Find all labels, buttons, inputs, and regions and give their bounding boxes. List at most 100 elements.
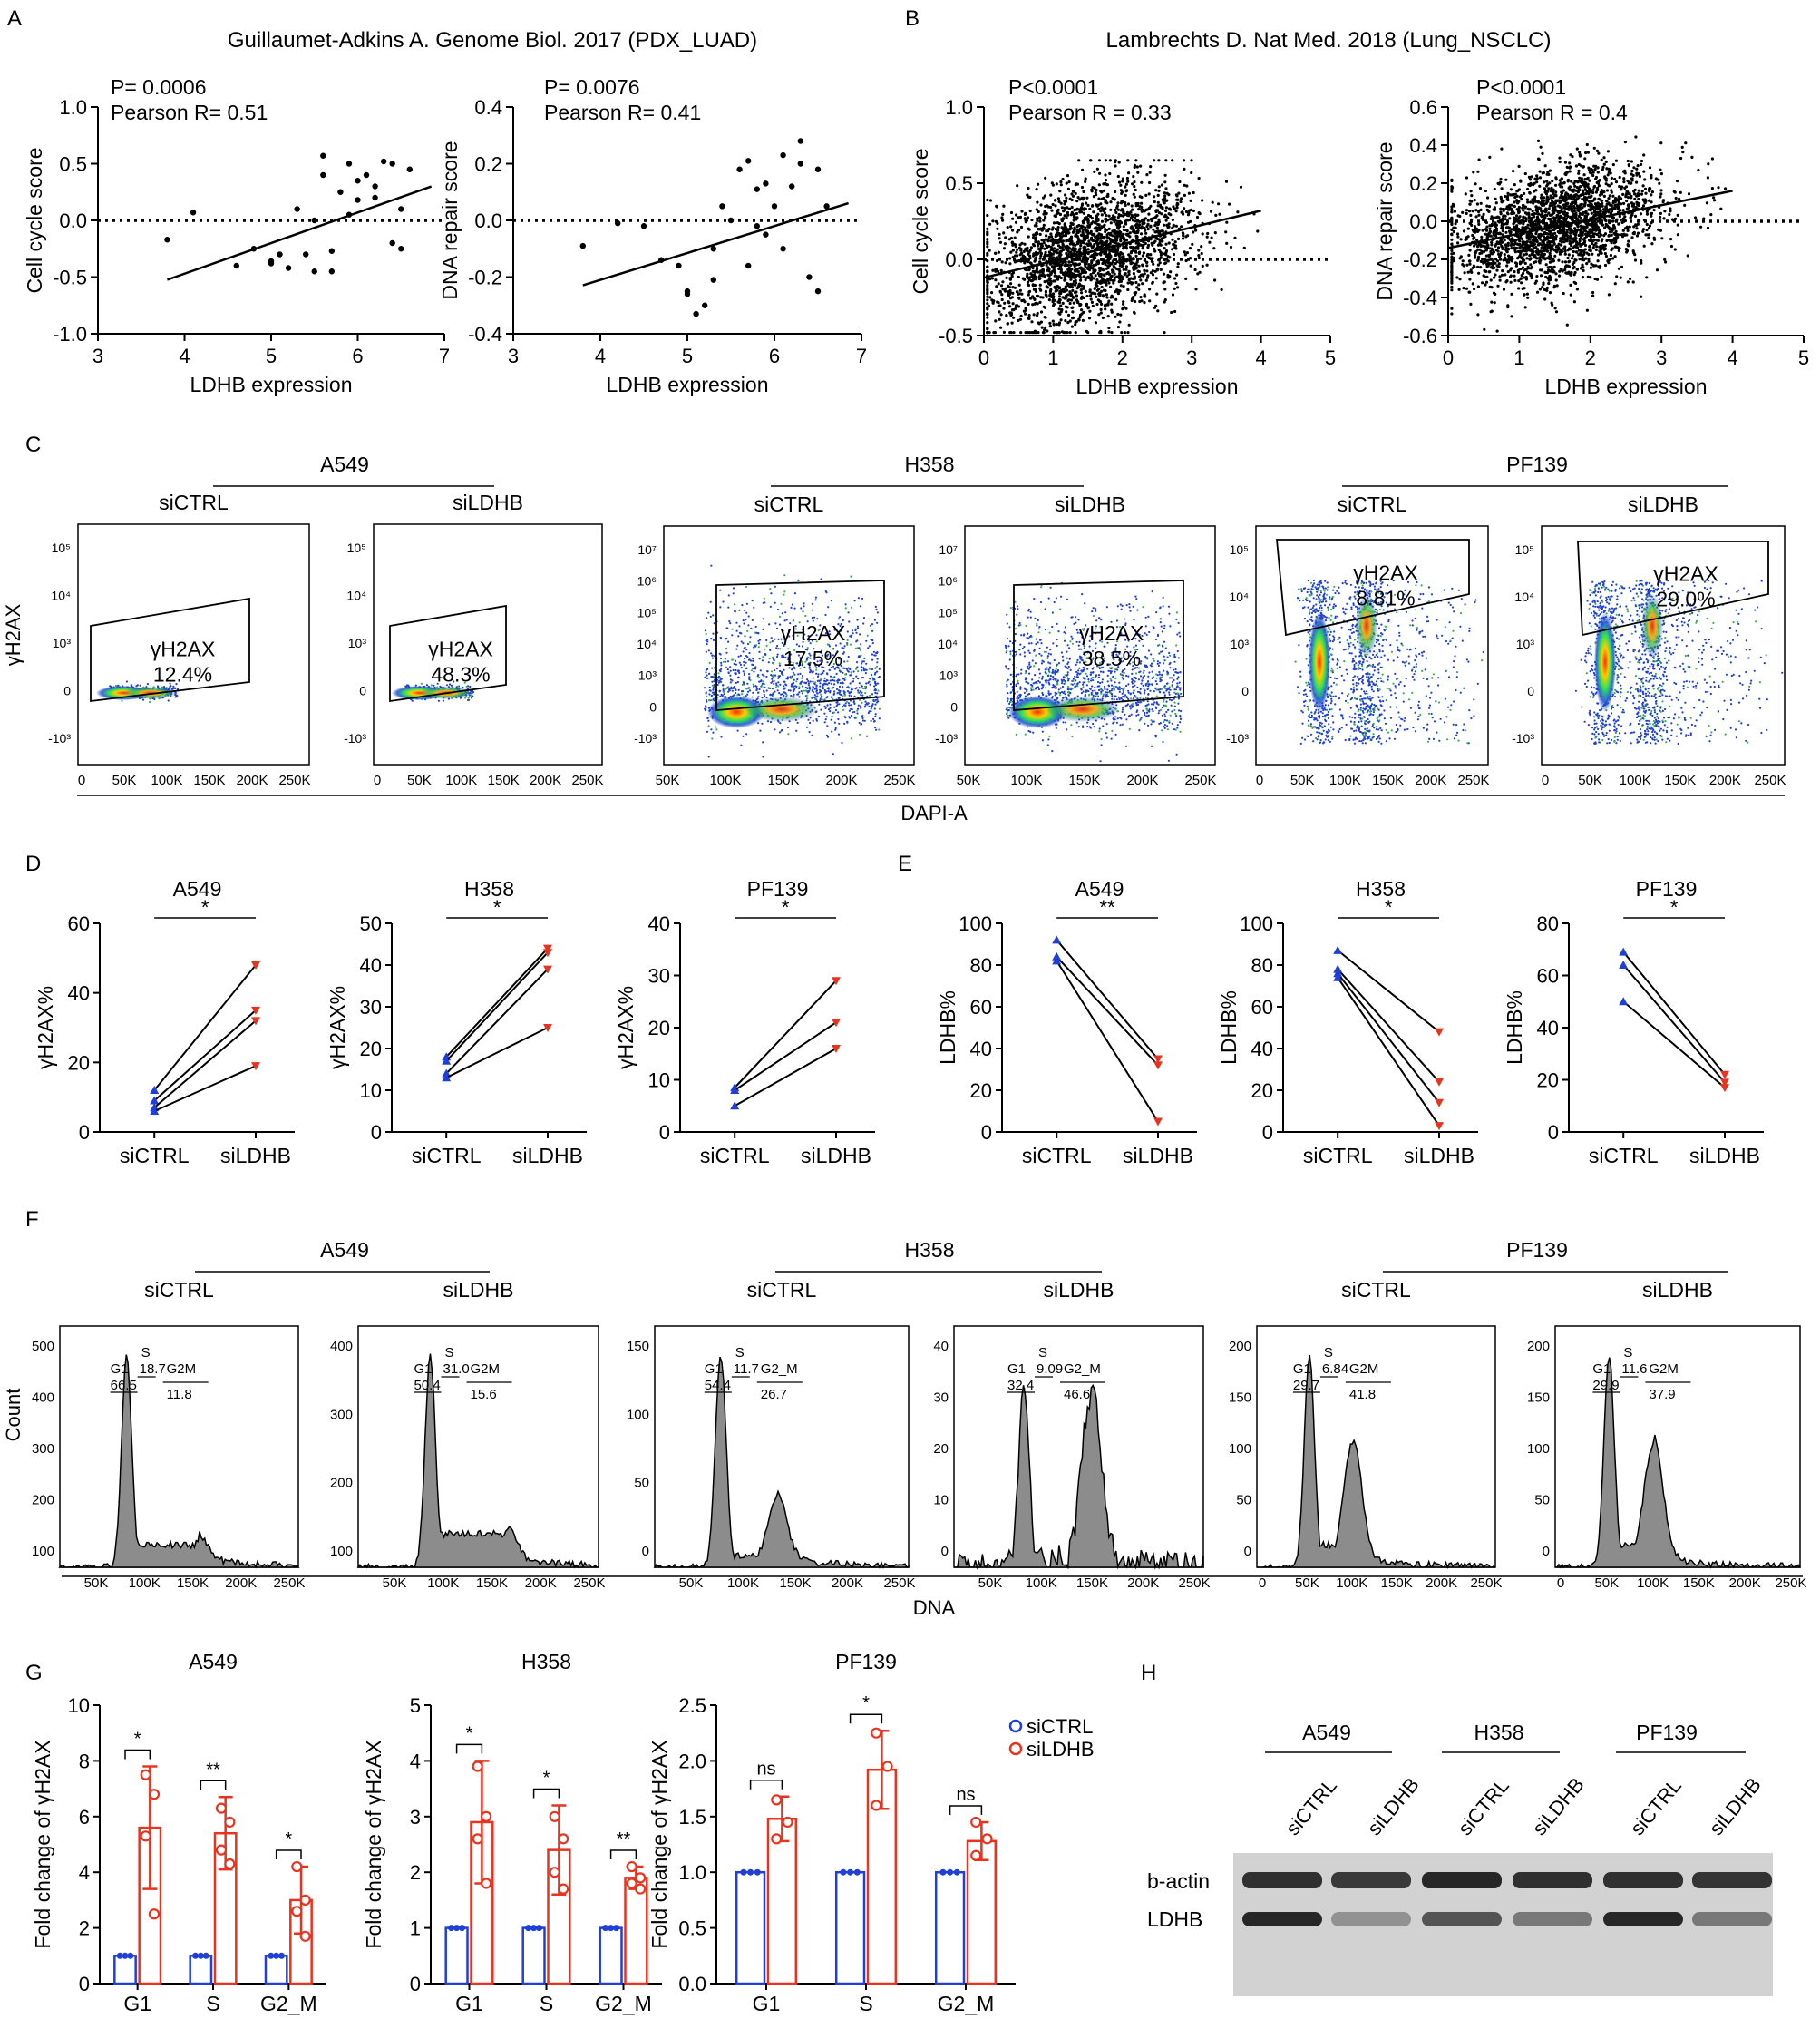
data-point [1159, 253, 1163, 257]
data-point [1710, 157, 1714, 161]
data-point [1011, 249, 1015, 252]
data-point [1095, 281, 1098, 286]
data-point [997, 304, 1000, 308]
y-tick-label: -0.2 [468, 267, 502, 289]
y-tick-label: 0.4 [474, 96, 502, 119]
data-point [1599, 206, 1602, 210]
data-point [1538, 176, 1543, 180]
data-point [1055, 275, 1058, 278]
data-point [1114, 267, 1118, 270]
data-point [1605, 189, 1610, 192]
data-point [1067, 260, 1071, 264]
data-point [1102, 273, 1105, 277]
data-point [1535, 177, 1539, 180]
data-point [1064, 193, 1067, 197]
data-point [1152, 262, 1155, 266]
data-point [1526, 200, 1530, 204]
data-point [1054, 289, 1057, 293]
data-point [1084, 264, 1087, 268]
data-point [1080, 291, 1084, 295]
data-point [1058, 251, 1062, 255]
panel-c: γH2AX A549 H358 PF139 siCTRL10⁵10⁴10³0-1… [2, 453, 1786, 824]
data-point [1124, 182, 1128, 186]
data-point [1493, 208, 1497, 211]
data-point [1609, 253, 1612, 258]
data-point [1513, 274, 1516, 278]
data-point [1482, 212, 1485, 216]
y-tick-label: 0.2 [1409, 172, 1437, 195]
data-point [1537, 243, 1541, 247]
data-point [1642, 153, 1646, 157]
data-point [1105, 183, 1109, 187]
data-point [1547, 281, 1551, 286]
data-point [1567, 186, 1571, 190]
data-point [1523, 240, 1526, 244]
data-point [1540, 193, 1543, 197]
data-point [1595, 149, 1599, 152]
data-point [1055, 239, 1058, 242]
data-point [1079, 297, 1084, 300]
data-point [1114, 276, 1117, 279]
data-point [1118, 269, 1122, 273]
data-point [1650, 214, 1653, 218]
data-point [1515, 246, 1519, 250]
data-point [988, 331, 991, 335]
data-point [1024, 331, 1027, 335]
data-point [1596, 210, 1600, 214]
data-point [1056, 256, 1059, 259]
data-point [1539, 274, 1543, 278]
data-point [1163, 201, 1166, 205]
data-point [1039, 251, 1043, 256]
data-point [1547, 278, 1551, 282]
data-point [1544, 249, 1548, 252]
data-point [1146, 219, 1150, 222]
data-point [1724, 187, 1728, 190]
data-point [1142, 243, 1145, 247]
data-point [1148, 299, 1152, 303]
data-point [1079, 266, 1083, 269]
data-point [1591, 290, 1595, 295]
data-point [1044, 238, 1047, 241]
data-point [1484, 283, 1487, 287]
data-point [1630, 160, 1633, 163]
data-point [1450, 255, 1454, 258]
data-point [1098, 274, 1102, 278]
data-point [1061, 242, 1065, 247]
data-point [1151, 280, 1154, 284]
data-point [1494, 201, 1498, 205]
data-point [1583, 185, 1587, 189]
data-point [990, 291, 994, 295]
data-point [1607, 261, 1611, 265]
data-point [1078, 198, 1082, 201]
data-point [1538, 184, 1542, 188]
data-point [1100, 219, 1105, 223]
data-point [1499, 197, 1504, 200]
data-point [1082, 211, 1085, 215]
data-point [1600, 199, 1603, 202]
data-point [1635, 180, 1639, 184]
data-point [1500, 187, 1504, 190]
x-tick-label: 4 [179, 345, 190, 367]
data-point [990, 277, 994, 280]
data-point [1603, 219, 1607, 222]
data-point [1617, 267, 1620, 270]
data-point [1019, 259, 1023, 263]
data-point [1113, 220, 1116, 224]
data-point [1626, 243, 1630, 247]
data-point [1625, 226, 1630, 229]
data-point [986, 227, 989, 230]
data-point [1594, 264, 1598, 268]
data-point [1450, 279, 1454, 283]
data-point [1027, 314, 1031, 317]
data-point [1116, 174, 1120, 179]
data-point [1573, 270, 1577, 275]
data-point [1209, 210, 1213, 213]
data-point [1196, 272, 1200, 276]
data-point [1588, 171, 1591, 174]
data-point [1536, 220, 1540, 224]
data-point [1540, 246, 1543, 249]
data-point [1061, 177, 1065, 181]
data-point [1163, 215, 1167, 219]
data-point [1095, 167, 1099, 171]
data-point [1065, 181, 1068, 185]
